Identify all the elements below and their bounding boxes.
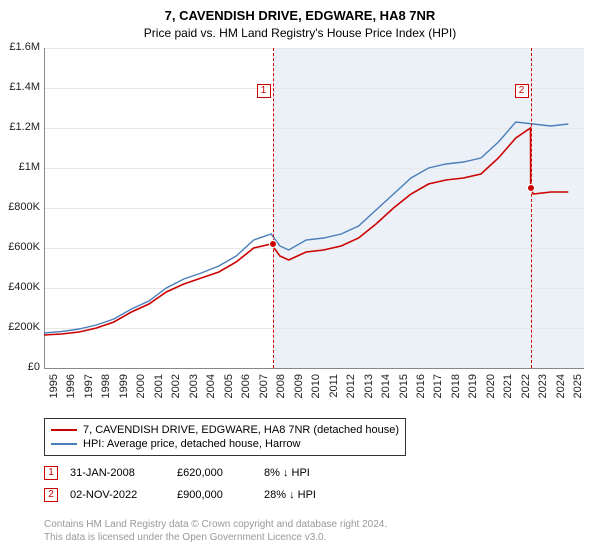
x-tick-label: 2015 [398,374,410,414]
row-pct: 28% ↓ HPI [264,489,374,501]
row-date: 02-NOV-2022 [70,489,165,501]
row-pct: 8% ↓ HPI [264,467,374,479]
x-tick-label: 2025 [572,374,584,414]
marker-dot [269,240,277,248]
chart-subtitle: Price paid vs. HM Land Registry's House … [0,23,600,46]
chart-plot-area: £0£200K£400K£600K£800K£1M£1.2M£1.4M£1.6M… [44,48,584,368]
x-tick-label: 1999 [118,374,130,414]
y-tick-label: £800K [0,201,40,213]
marker-vline [531,48,532,368]
x-tick-label: 2012 [345,374,357,414]
legend: 7, CAVENDISH DRIVE, EDGWARE, HA8 7NR (de… [44,418,406,456]
chart-title: 7, CAVENDISH DRIVE, EDGWARE, HA8 7NR [0,0,600,23]
legend-swatch [51,443,77,445]
x-tick-label: 2014 [380,374,392,414]
y-tick-label: £1M [0,161,40,173]
legend-row: HPI: Average price, detached house, Harr… [51,437,399,451]
marker-label: 1 [257,84,271,98]
x-tick-label: 1997 [83,374,95,414]
marker-dot [527,184,535,192]
x-tick-label: 2006 [240,374,252,414]
x-tick-label: 2009 [293,374,305,414]
x-tick-label: 2024 [555,374,567,414]
legend-label: HPI: Average price, detached house, Harr… [83,438,300,450]
x-tick-label: 2003 [188,374,200,414]
y-tick-label: £1.6M [0,41,40,53]
series-price_paid [44,128,568,335]
x-tick-label: 2020 [485,374,497,414]
footer-attribution: Contains HM Land Registry data © Crown c… [44,518,387,544]
x-tick-label: 1998 [100,374,112,414]
x-tick-label: 1996 [65,374,77,414]
x-tick-label: 2013 [363,374,375,414]
legend-swatch [51,429,77,431]
x-tick-label: 2022 [520,374,532,414]
legend-label: 7, CAVENDISH DRIVE, EDGWARE, HA8 7NR (de… [83,424,399,436]
x-tick-label: 2017 [432,374,444,414]
sales-table: 1 31-JAN-2008 £620,000 8% ↓ HPI 2 02-NOV-2022… [44,462,374,506]
footer-line-1: Contains HM Land Registry data © Crown c… [44,518,387,531]
row-marker: 2 [44,488,58,502]
row-marker: 1 [44,466,58,480]
row-date: 31-JAN-2008 [70,467,165,479]
x-tick-label: 2000 [135,374,147,414]
row-price: £620,000 [177,467,252,479]
x-tick-label: 2023 [537,374,549,414]
y-tick-label: £400K [0,281,40,293]
x-tick-label: 2005 [223,374,235,414]
y-tick-label: £0 [0,361,40,373]
x-tick-label: 2011 [328,374,340,414]
line-series [44,48,584,368]
y-tick-label: £600K [0,241,40,253]
x-tick-label: 2016 [415,374,427,414]
x-tick-label: 2002 [170,374,182,414]
y-tick-label: £1.4M [0,81,40,93]
row-price: £900,000 [177,489,252,501]
x-tick-label: 2021 [502,374,514,414]
x-tick-label: 2019 [467,374,479,414]
footer-line-2: This data is licensed under the Open Gov… [44,531,387,544]
y-tick-label: £1.2M [0,121,40,133]
series-hpi [44,122,568,333]
table-row: 1 31-JAN-2008 £620,000 8% ↓ HPI [44,462,374,484]
y-tick-label: £200K [0,321,40,333]
x-tick-label: 2008 [275,374,287,414]
x-tick-label: 2010 [310,374,322,414]
x-tick-label: 2004 [205,374,217,414]
x-tick-label: 2018 [450,374,462,414]
marker-vline [273,48,274,368]
x-tick-label: 2001 [153,374,165,414]
marker-label: 2 [515,84,529,98]
legend-row: 7, CAVENDISH DRIVE, EDGWARE, HA8 7NR (de… [51,423,399,437]
table-row: 2 02-NOV-2022 £900,000 28% ↓ HPI [44,484,374,506]
x-tick-label: 2007 [258,374,270,414]
x-tick-label: 1995 [48,374,60,414]
